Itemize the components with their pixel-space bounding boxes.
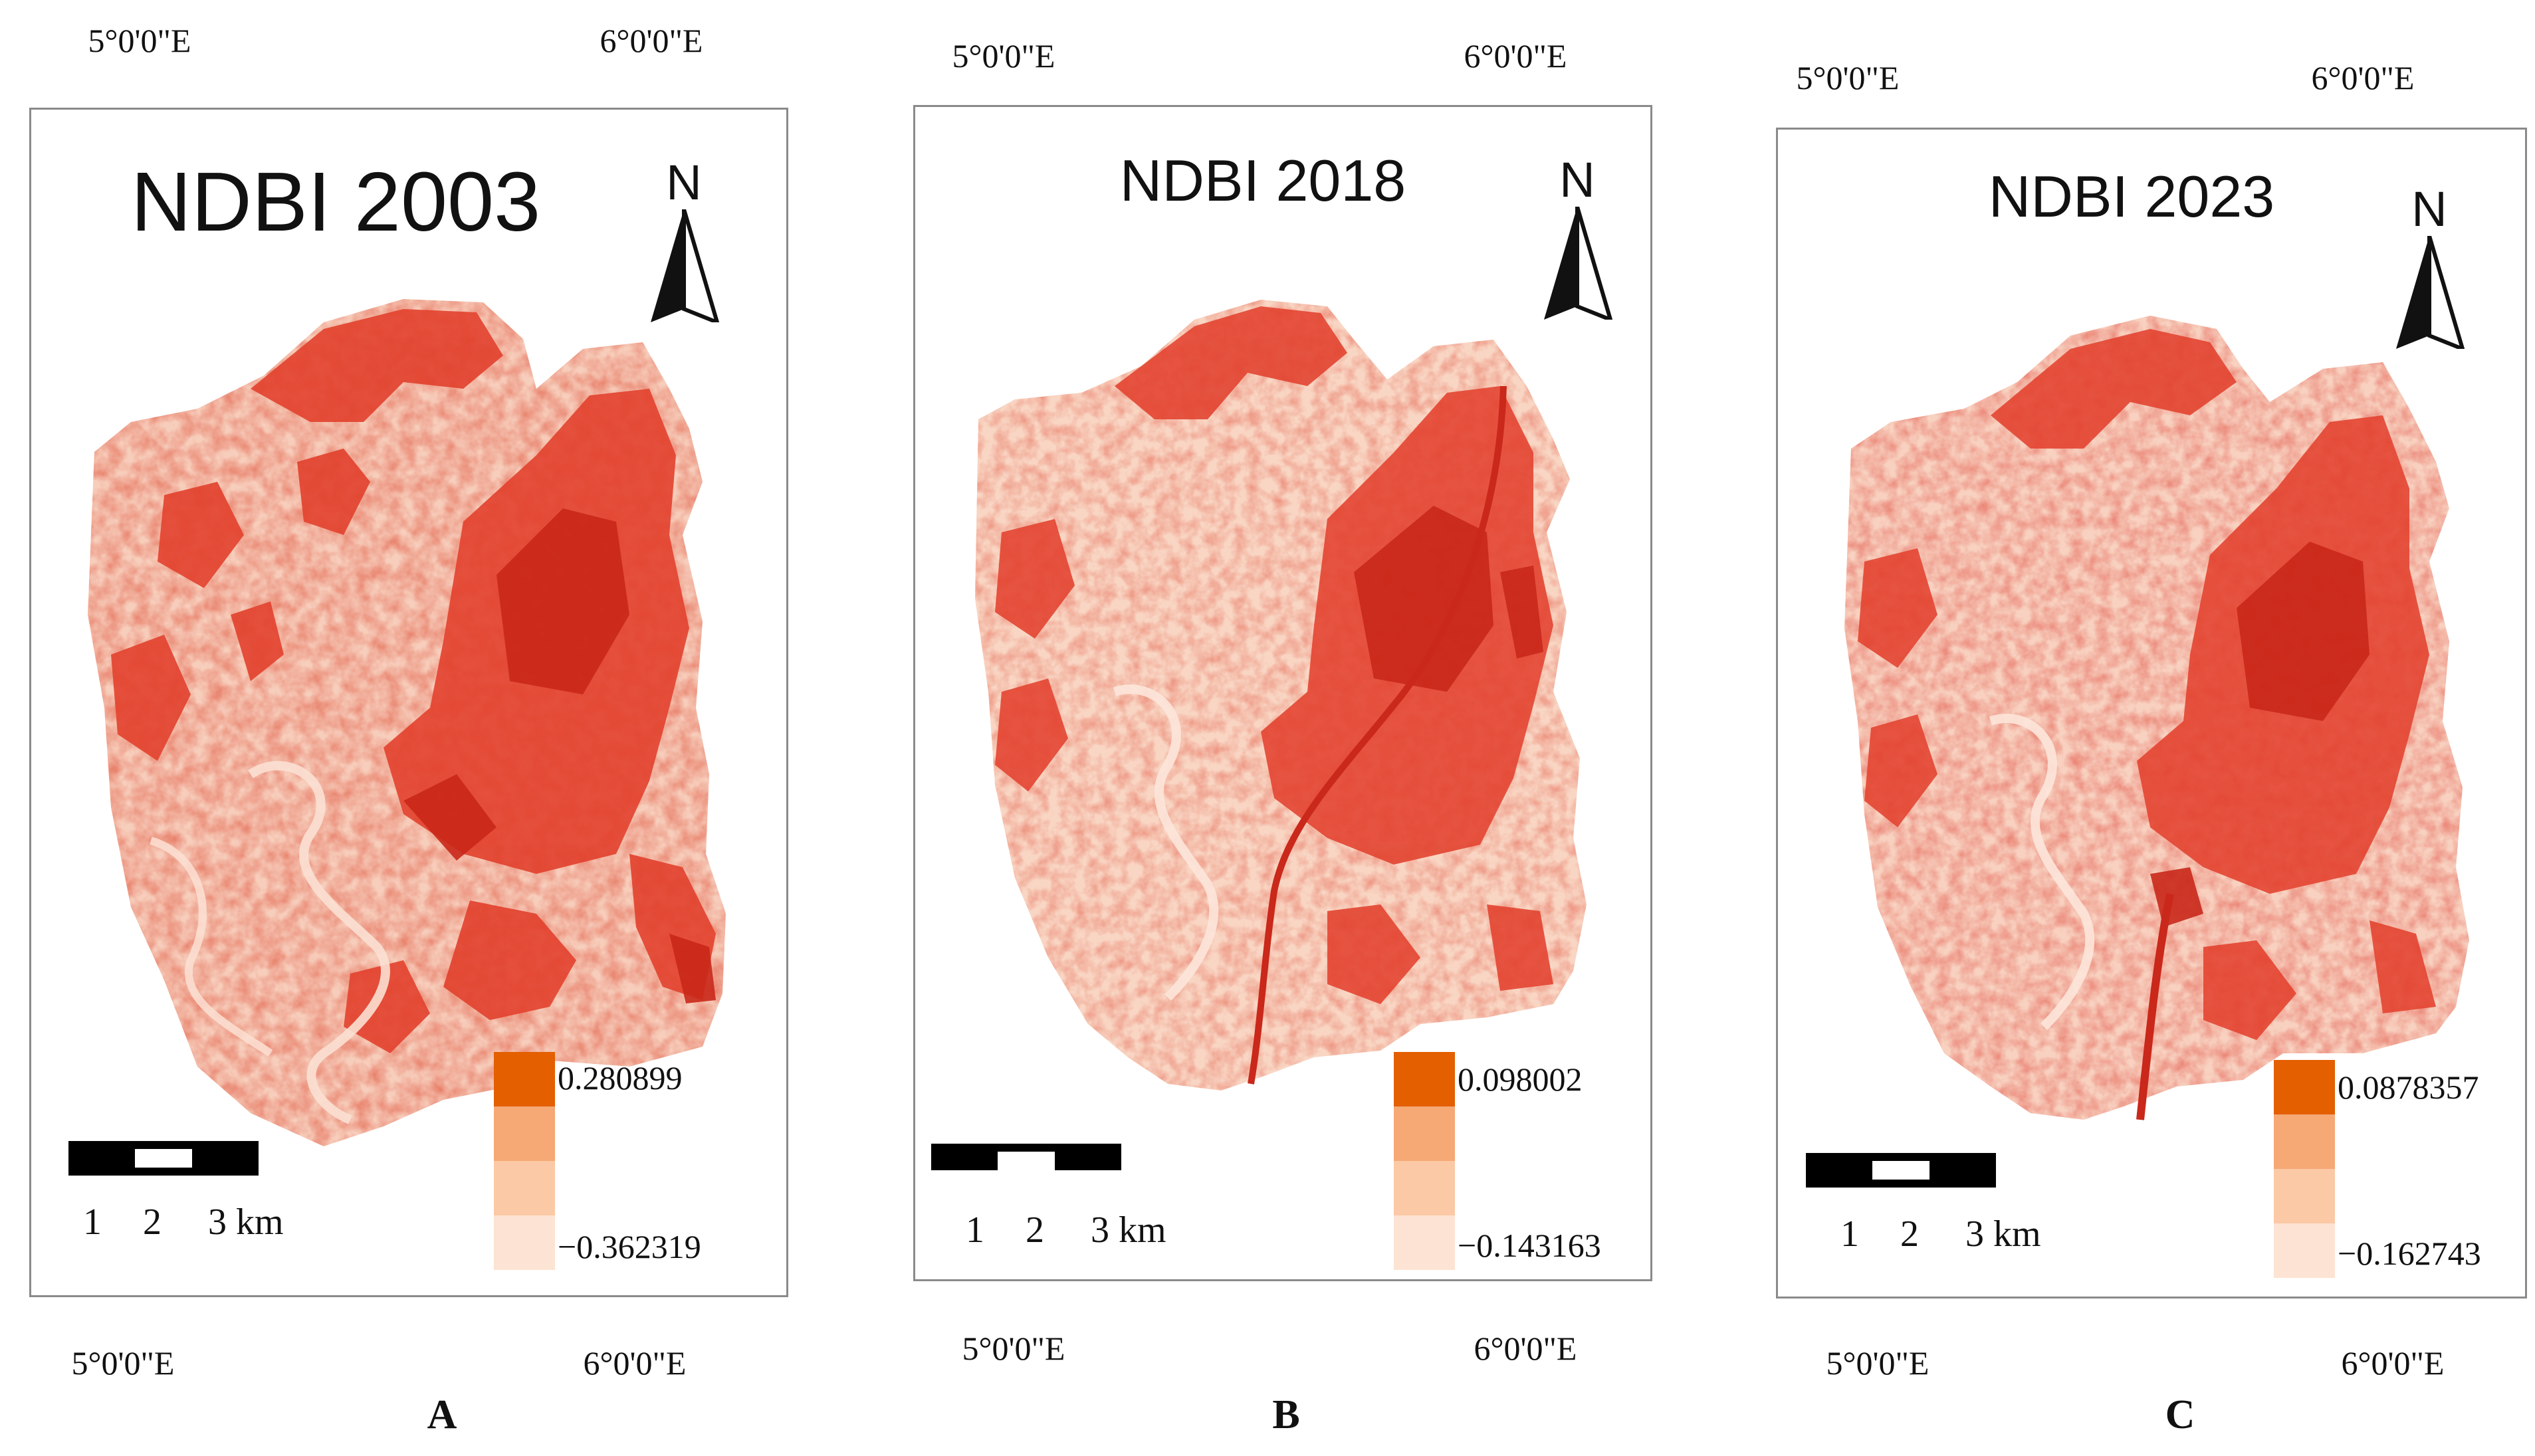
ndbi-map-2018	[975, 300, 1587, 1091]
ndbi-legend: 0.0878357 −0.162743	[2274, 1060, 2525, 1279]
top-coord-right: 6°0'0"E	[1464, 37, 1567, 74]
legend-swatch-1	[1394, 1052, 1455, 1106]
scale-bar-graphic	[931, 1144, 1121, 1170]
panel-letter: B	[1272, 1392, 1300, 1437]
panel-letter: A	[427, 1392, 457, 1437]
ndbi-map-2023	[1844, 316, 2469, 1120]
map-frame: NDBI 2018 N 1 2 3 km	[913, 105, 1652, 1281]
river-channel	[150, 837, 273, 1057]
legend-min-value: −0.162743	[2338, 1235, 2481, 1272]
bottom-coord-right: 6°0'0"E	[1474, 1330, 1577, 1367]
river-channel	[1989, 714, 2095, 1030]
scale-label-2: 2	[1900, 1213, 1919, 1255]
north-label: N	[666, 155, 702, 210]
panel-letter: C	[2165, 1392, 2195, 1437]
ndbi-legend: 0.280899 −0.362319	[494, 1052, 760, 1271]
map-panel-a: 5°0'0"E 6°0'0"E	[0, 0, 818, 1456]
north-label: N	[1559, 152, 1595, 207]
scale-label-2: 2	[1026, 1209, 1044, 1251]
map-title: NDBI 2003	[130, 155, 541, 249]
top-coord-left: 5°0'0"E	[1796, 59, 1900, 96]
scale-label-1: 1	[966, 1209, 984, 1251]
river-channel	[1113, 684, 1219, 1001]
legend-swatch-3	[494, 1161, 555, 1215]
ndbi-legend: 0.098002 −0.143163	[1394, 1052, 1650, 1271]
scale-bar-graphic	[68, 1141, 259, 1176]
scale-bar: 1 2 3 km	[931, 1144, 1166, 1263]
top-coord-right: 6°0'0"E	[2311, 59, 2415, 96]
road	[2136, 892, 2174, 1120]
map-frame: NDBI 2003 N 1 2 3 km	[29, 108, 788, 1297]
legend-min-value: −0.362319	[558, 1228, 701, 1265]
legend-swatch-1	[494, 1052, 555, 1106]
north-arrow: N	[1537, 154, 1617, 373]
legend-swatch-1	[2274, 1060, 2335, 1114]
legend-max-value: 0.0878357	[2338, 1069, 2479, 1106]
top-coord-left: 5°0'0"E	[952, 37, 1055, 74]
dense-urban	[403, 508, 716, 1003]
bottom-coord-right: 6°0'0"E	[2341, 1344, 2445, 1382]
map-panel-b: 5°0'0"E 6°0'0"E	[884, 0, 1702, 1456]
scale-bar: 1 2 3 km	[1806, 1153, 2041, 1273]
north-arrow-icon	[1544, 207, 1613, 320]
scale-label-3: 3 km	[1965, 1213, 2041, 1255]
legend-min-value: −0.143163	[1458, 1227, 1601, 1264]
map-frame: NDBI 2023 N 1 2 3 km	[1776, 128, 2527, 1299]
legend-max-value: 0.098002	[1458, 1061, 1583, 1098]
scale-label-1: 1	[1840, 1213, 1859, 1255]
road	[1248, 385, 1507, 1085]
legend-max-value: 0.280899	[558, 1059, 683, 1096]
north-arrow-icon	[2396, 236, 2465, 349]
north-label: N	[2411, 181, 2447, 237]
map-title: NDBI 2018	[1119, 148, 1406, 213]
legend-swatch-3	[2274, 1169, 2335, 1223]
legend-swatch-4	[494, 1215, 555, 1270]
map-panel-c: 5°0'0"E 6°0'0"E	[1735, 0, 2532, 1456]
legend-swatch-2	[2274, 1114, 2335, 1169]
dense-urban	[1354, 506, 1543, 692]
scale-label-2: 2	[143, 1201, 162, 1243]
scale-bar-graphic	[1806, 1153, 1996, 1188]
north-arrow: N	[2389, 183, 2469, 402]
ndbi-map-2003	[88, 299, 726, 1146]
legend-swatch-4	[1394, 1215, 1455, 1270]
scale-label-3: 3 km	[1091, 1209, 1166, 1251]
top-coord-right: 6°0'0"E	[600, 22, 703, 59]
legend-swatch-3	[1394, 1161, 1455, 1215]
legend-swatch-2	[494, 1106, 555, 1161]
scale-label-1: 1	[83, 1201, 102, 1243]
legend-swatch-2	[1394, 1106, 1455, 1161]
scale-label-3: 3 km	[208, 1201, 284, 1243]
map-title: NDBI 2023	[1988, 163, 2275, 229]
legend-swatch-4	[2274, 1223, 2335, 1278]
bottom-coord-right: 6°0'0"E	[583, 1344, 687, 1382]
bottom-coord-left: 5°0'0"E	[1826, 1344, 1929, 1382]
north-arrow-icon	[651, 209, 720, 322]
bottom-coord-left: 5°0'0"E	[962, 1330, 1065, 1367]
north-arrow: N	[644, 156, 724, 375]
top-coord-left: 5°0'0"E	[88, 22, 191, 59]
scale-bar: 1 2 3 km	[68, 1141, 284, 1261]
bottom-coord-left: 5°0'0"E	[71, 1344, 175, 1382]
river-channel	[248, 761, 390, 1124]
